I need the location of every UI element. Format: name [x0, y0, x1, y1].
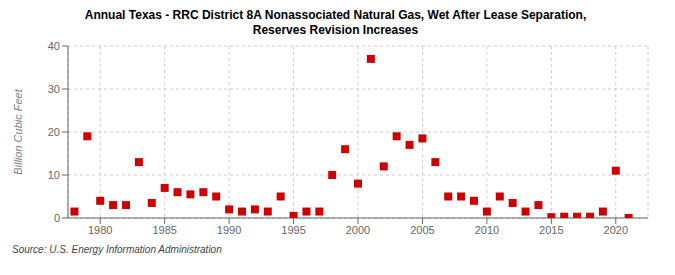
- svg-text:20: 20: [48, 126, 60, 138]
- svg-text:1980: 1980: [88, 224, 112, 236]
- html-text:Annual Texas - RRC District 8A: Annual Texas - RRC District 8A Nonassoci…: [84, 8, 587, 22]
- svg-text:1985: 1985: [152, 224, 176, 236]
- svg-text:40: 40: [48, 40, 60, 52]
- svg-text:1990: 1990: [217, 224, 241, 236]
- html-text:Reserves Revision Increases: Reserves Revision Increases: [252, 23, 419, 37]
- svg-text:2020: 2020: [604, 224, 628, 236]
- svg-text:30: 30: [48, 83, 60, 95]
- svg-text:Billion Cubic Feet: Billion Cubic Feet: [12, 88, 24, 175]
- svg-text:2000: 2000: [346, 224, 370, 236]
- html-text:Source: U.S. Energy Informatio: Source: U.S. Energy Information Administ…: [12, 244, 222, 255]
- svg-text:2010: 2010: [475, 224, 499, 236]
- svg-text:2015: 2015: [539, 224, 563, 236]
- svg-text:2005: 2005: [410, 224, 434, 236]
- svg-text:1995: 1995: [281, 224, 305, 236]
- svg-text:10: 10: [48, 169, 60, 181]
- svg-text:0: 0: [54, 212, 60, 224]
